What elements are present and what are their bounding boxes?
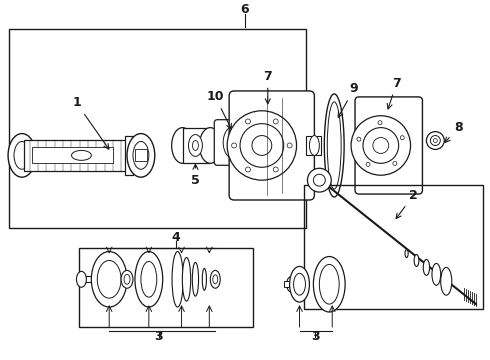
Bar	[81, 276, 97, 282]
Ellipse shape	[135, 252, 163, 307]
Text: 10: 10	[206, 90, 231, 129]
Ellipse shape	[172, 252, 183, 307]
Ellipse shape	[223, 127, 243, 158]
FancyBboxPatch shape	[355, 97, 422, 194]
Ellipse shape	[202, 269, 206, 290]
Ellipse shape	[189, 135, 202, 156]
Ellipse shape	[441, 267, 452, 295]
Ellipse shape	[432, 264, 441, 285]
Circle shape	[314, 174, 325, 186]
Circle shape	[287, 143, 292, 148]
Circle shape	[393, 161, 397, 166]
Circle shape	[378, 121, 382, 125]
Ellipse shape	[287, 276, 296, 292]
Ellipse shape	[405, 249, 408, 257]
Circle shape	[430, 136, 441, 145]
Ellipse shape	[314, 257, 345, 312]
Circle shape	[252, 136, 272, 156]
Circle shape	[433, 139, 437, 143]
Circle shape	[227, 111, 296, 180]
Ellipse shape	[310, 136, 319, 156]
Bar	[24, 140, 128, 171]
Circle shape	[273, 167, 278, 172]
Bar	[304, 185, 483, 309]
Text: 3: 3	[154, 330, 163, 343]
Ellipse shape	[98, 261, 121, 298]
Ellipse shape	[172, 128, 194, 163]
Text: 6: 6	[241, 3, 249, 16]
Circle shape	[245, 119, 250, 124]
FancyBboxPatch shape	[214, 120, 252, 165]
Bar	[135, 149, 147, 161]
Bar	[284, 281, 294, 287]
Circle shape	[215, 143, 221, 148]
Bar	[79, 248, 253, 327]
Circle shape	[351, 116, 411, 175]
Circle shape	[426, 132, 444, 149]
Text: 7: 7	[387, 77, 401, 109]
Bar	[306, 136, 321, 156]
Ellipse shape	[8, 134, 36, 177]
Text: 5: 5	[191, 165, 200, 187]
Ellipse shape	[121, 270, 133, 288]
Ellipse shape	[210, 270, 220, 288]
Circle shape	[363, 128, 399, 163]
Ellipse shape	[193, 140, 198, 150]
Ellipse shape	[141, 261, 157, 297]
Circle shape	[240, 124, 284, 167]
Ellipse shape	[182, 257, 191, 301]
Bar	[125, 136, 133, 175]
Ellipse shape	[133, 141, 149, 169]
Bar	[32, 148, 113, 163]
Ellipse shape	[414, 255, 419, 266]
Text: 3: 3	[311, 330, 319, 343]
Circle shape	[357, 137, 361, 141]
Ellipse shape	[72, 150, 91, 160]
Circle shape	[400, 136, 404, 140]
Bar	[183, 128, 210, 163]
Text: 2: 2	[396, 189, 418, 219]
FancyBboxPatch shape	[229, 91, 315, 200]
Ellipse shape	[319, 265, 339, 304]
Ellipse shape	[327, 102, 341, 189]
Ellipse shape	[423, 260, 430, 275]
Bar	[9, 30, 306, 228]
Circle shape	[245, 167, 250, 172]
Ellipse shape	[14, 141, 30, 169]
Circle shape	[232, 143, 237, 148]
Text: 7: 7	[264, 69, 272, 104]
Ellipse shape	[290, 266, 310, 302]
Ellipse shape	[76, 271, 86, 287]
Circle shape	[273, 119, 278, 124]
Ellipse shape	[213, 275, 218, 284]
Ellipse shape	[199, 128, 221, 163]
Text: 4: 4	[171, 231, 180, 244]
Ellipse shape	[324, 94, 344, 197]
Ellipse shape	[127, 134, 155, 177]
Text: 1: 1	[72, 96, 109, 149]
Circle shape	[366, 162, 370, 166]
Circle shape	[307, 168, 331, 192]
Ellipse shape	[124, 274, 130, 284]
Circle shape	[373, 138, 389, 153]
Ellipse shape	[294, 273, 305, 295]
Text: 8: 8	[445, 121, 463, 143]
Ellipse shape	[192, 262, 198, 296]
Ellipse shape	[91, 252, 127, 307]
Bar	[214, 140, 222, 150]
Text: 9: 9	[338, 82, 358, 117]
